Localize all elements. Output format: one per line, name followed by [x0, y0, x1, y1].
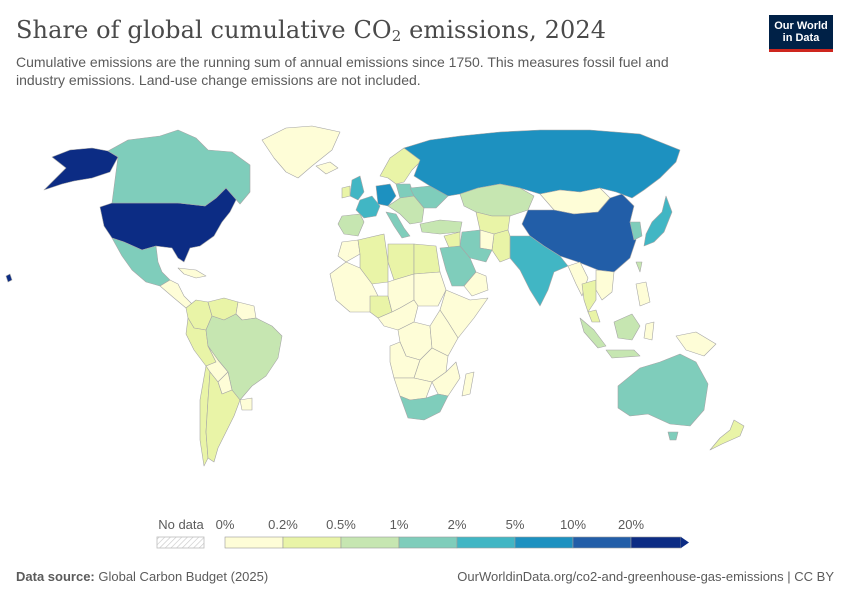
- country-morocco[interactable]: Morocco: [337, 239, 361, 263]
- color-legend: No data 0% 0.2% 0.5% 1% 2% 5% 10% 20%: [156, 517, 689, 549]
- country-uruguay[interactable]: Uruguay: [239, 397, 253, 411]
- country-france[interactable]: France: [355, 195, 381, 219]
- legend-label-2: 0.5%: [326, 517, 356, 532]
- legend-label-3: 1%: [390, 517, 409, 532]
- world-map[interactable]: United StatesAlaskaCanadaGreenlandMexico…: [0, 110, 850, 520]
- logo-line-1: Our World: [774, 20, 828, 32]
- country-madagascar[interactable]: Madagascar: [461, 371, 475, 397]
- legend-swatch-5: [514, 536, 574, 549]
- owid-logo[interactable]: Our World in Data: [769, 15, 833, 52]
- legend-swatch-2: [340, 536, 400, 549]
- country-malaysia[interactable]: Malaysia: [587, 309, 601, 323]
- legend-label-6: 10%: [560, 517, 586, 532]
- country-korea[interactable]: Korea: [629, 221, 643, 241]
- country-java[interactable]: Java: [605, 349, 641, 359]
- country-namibia-botswana[interactable]: Namibia & Botswana: [393, 377, 433, 401]
- data-source-value: Global Carbon Budget (2025): [94, 569, 269, 584]
- country-ireland[interactable]: Ireland: [341, 185, 351, 199]
- country-india[interactable]: India: [509, 235, 569, 307]
- legend-swatch-1: [282, 536, 342, 549]
- data-source: Data source: Global Carbon Budget (2025): [16, 569, 268, 584]
- legend-swatch-3: [398, 536, 458, 549]
- country-south-africa[interactable]: South Africa: [399, 393, 449, 421]
- country-alaska[interactable]: Alaska: [43, 147, 119, 191]
- legend-label-1: 0.2%: [268, 517, 298, 532]
- country-iceland[interactable]: Iceland: [315, 161, 339, 175]
- country-tasmania[interactable]: Tasmania: [667, 431, 679, 441]
- country-canada[interactable]: Canada: [107, 129, 251, 207]
- country-sulawesi[interactable]: Sulawesi: [643, 321, 655, 341]
- legend-label-0: 0%: [216, 517, 235, 532]
- country-sumatra[interactable]: Sumatra: [579, 317, 607, 349]
- footer: Data source: Global Carbon Budget (2025)…: [16, 569, 834, 584]
- logo-line-2: in Data: [782, 32, 820, 44]
- country-argentina[interactable]: Argentina: [205, 371, 241, 463]
- legend-label-4: 2%: [448, 517, 467, 532]
- title-tail: emissions, 2024: [401, 16, 607, 44]
- legend-no-data-label: No data: [158, 517, 204, 532]
- data-source-label: Data source:: [16, 569, 95, 584]
- country-cuba-caribbean[interactable]: Cuba & Caribbean: [177, 267, 207, 279]
- country-japan[interactable]: Japan: [643, 195, 673, 247]
- country-germany[interactable]: Germany: [375, 183, 397, 207]
- chart-subtitle: Cumulative emissions are the running sum…: [16, 54, 669, 88]
- country-algeria[interactable]: Algeria: [357, 233, 389, 285]
- country-greenland[interactable]: Greenland: [261, 125, 341, 179]
- country-iberia[interactable]: Iberia: [337, 213, 365, 237]
- legend-swatch-4: [456, 536, 516, 549]
- country-pakistan[interactable]: Pakistan: [491, 229, 511, 263]
- country-sudan[interactable]: Sudan: [413, 271, 447, 307]
- country-indochina[interactable]: Indochina: [595, 269, 615, 301]
- country-borneo[interactable]: Borneo: [613, 313, 641, 341]
- title-subscript: 2: [391, 27, 402, 45]
- country-libya[interactable]: Libya: [387, 243, 415, 281]
- country-egypt[interactable]: Egypt: [413, 243, 441, 275]
- legend-label-7: 20%: [618, 517, 644, 532]
- chart-title: Share of global cumulative CO2 emissions…: [16, 16, 606, 45]
- legend-label-5: 5%: [506, 517, 525, 532]
- legend-no-data-swatch: [156, 536, 205, 549]
- legend-swatch-7: [630, 536, 682, 549]
- country-turkey[interactable]: Turkey: [419, 219, 463, 235]
- country-arabian-peninsula[interactable]: Arabian Peninsula: [463, 271, 489, 297]
- country-central-europe[interactable]: Central Europe: [387, 195, 425, 225]
- country-new-guinea[interactable]: New Guinea: [675, 331, 717, 357]
- source-url[interactable]: OurWorldinData.org/co2-and-greenhouse-ga…: [457, 569, 834, 584]
- country-mexico[interactable]: Mexico: [111, 237, 171, 287]
- country-hawaii[interactable]: Hawaii: [5, 273, 13, 283]
- country-new-zealand[interactable]: New Zealand: [709, 419, 745, 451]
- title-main: Share of global cumulative CO: [16, 16, 392, 44]
- country-russia[interactable]: Russia: [403, 129, 681, 199]
- country-central-africa[interactable]: Central Africa: [377, 299, 419, 331]
- country-thailand[interactable]: Thailand: [581, 279, 597, 313]
- legend-arrow: [681, 537, 689, 548]
- country-taiwan[interactable]: Taiwan: [635, 261, 643, 273]
- country-central-america[interactable]: Central America: [159, 279, 193, 309]
- country-italy[interactable]: Italy: [385, 211, 411, 239]
- country-united-kingdom[interactable]: United Kingdom: [349, 175, 365, 201]
- country-philippines[interactable]: Philippines: [635, 281, 651, 307]
- country-australia[interactable]: Australia: [617, 353, 709, 427]
- legend-swatch-6: [572, 536, 632, 549]
- legend-swatch-0: [224, 536, 284, 549]
